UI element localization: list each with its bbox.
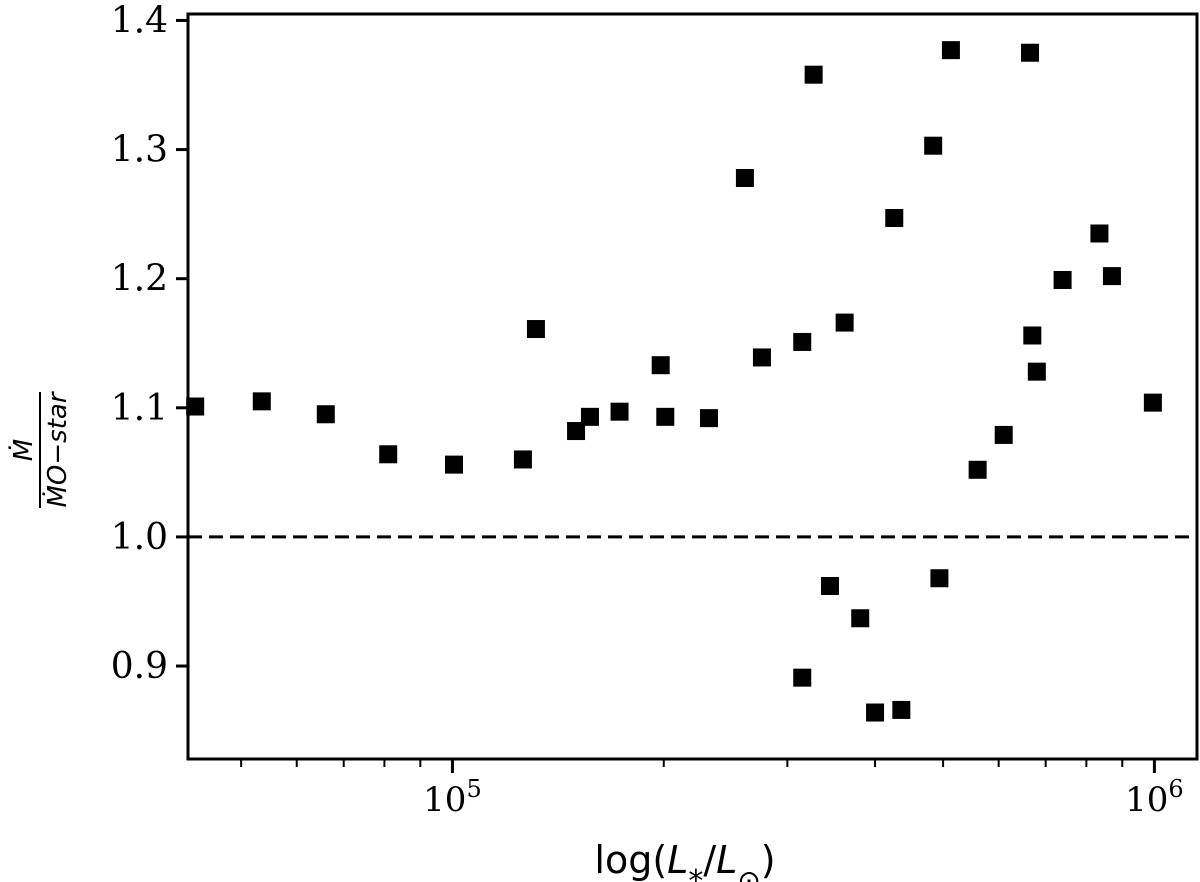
y-label-denominator: ṀO−star [41,390,73,507]
data-point [526,320,545,339]
data-point [316,405,335,424]
y-tick-label: 1.1 [111,388,168,429]
data-point [700,409,719,428]
data-point [1027,362,1046,381]
y-label-numerator: Ṁ [7,439,39,461]
data-point [610,402,629,421]
data-point [1053,270,1072,289]
data-point [513,450,532,469]
data-point [793,668,812,687]
data-point [866,703,885,722]
data-point [924,136,943,155]
data-point [994,425,1013,444]
data-point [804,65,823,84]
data-point [968,460,987,479]
y-tick-label: 1.3 [111,130,168,171]
data-point [656,407,675,426]
data-point [1021,43,1040,62]
plot-frame [186,12,1199,761]
y-axis-label: Ṁ ṀO−star [7,390,73,508]
data-point [1023,326,1042,345]
data-point [580,407,599,426]
y-tick-label: 1.4 [111,0,168,41]
data-point [851,609,870,628]
data-point [1143,393,1162,412]
data-point [444,455,463,474]
data-point [252,392,271,411]
x-tick-label: 105 [423,775,482,820]
data-point [567,422,586,441]
data-point [735,168,754,187]
data-point [651,356,670,375]
data-point [892,700,911,719]
y-axis-ticks: 0.9 1.0 1.1 1.2 1.3 1.4 [111,0,188,687]
data-point [186,397,205,416]
x-tick-label: 106 [1125,775,1184,820]
y-tick-label: 1.0 [111,517,168,558]
data-point [793,332,812,351]
x-axis-label: log(L*/L⊙) [594,838,775,882]
data-point [1102,267,1121,286]
data-point [941,41,960,60]
data-point [835,313,854,332]
data-point [820,576,839,595]
x-axis-ticks: 105 106 [240,759,1184,820]
data-point [752,348,771,367]
y-tick-label: 1.2 [111,259,168,300]
data-point [1090,224,1109,243]
y-tick-label: 0.9 [111,646,168,687]
data-points [186,41,1162,722]
data-point [885,209,904,228]
data-point [930,569,949,588]
data-point [379,445,398,464]
